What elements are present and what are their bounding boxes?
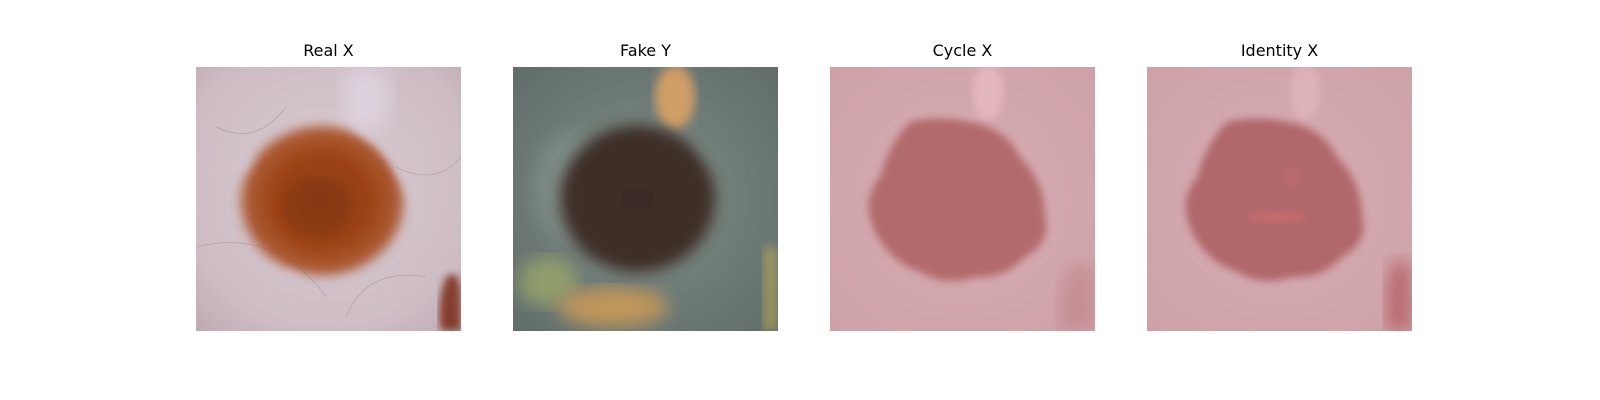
panel-title: Fake Y	[620, 41, 671, 60]
panel-title: Cycle X	[932, 41, 993, 60]
identity-x-image	[1147, 67, 1412, 331]
real-x-image	[196, 67, 461, 331]
panel-title: Real X	[303, 41, 354, 60]
cycle-x-image	[830, 67, 1095, 331]
fake-y-image	[513, 67, 778, 331]
panel-title: Identity X	[1240, 41, 1319, 60]
